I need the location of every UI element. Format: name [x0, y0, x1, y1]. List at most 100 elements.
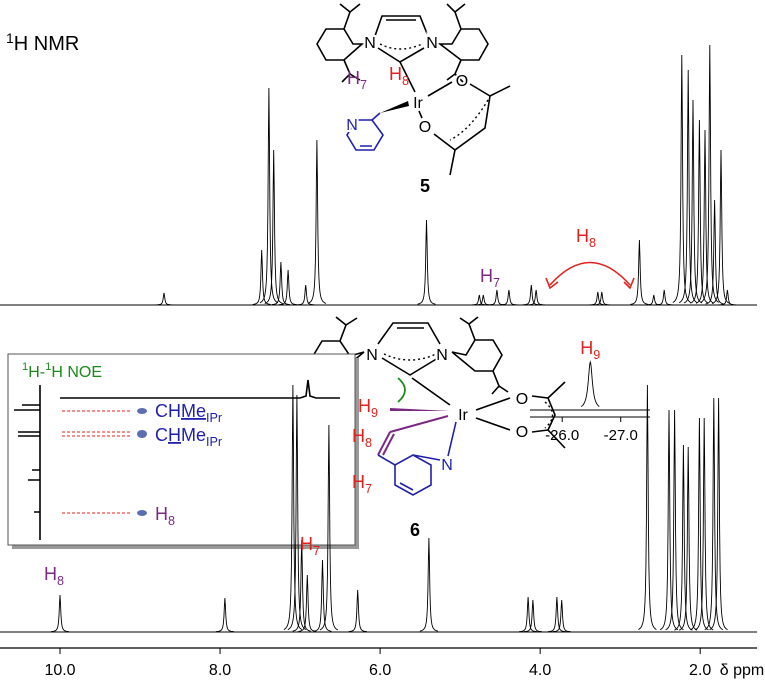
atom-label: N — [346, 117, 358, 134]
peak — [705, 199, 724, 305]
label-part: H — [44, 564, 57, 584]
label: H7 — [480, 266, 500, 290]
label: CHMeIPr — [155, 401, 222, 425]
label: H8 — [44, 564, 64, 588]
label: H8 — [576, 226, 596, 250]
atom-label: O — [516, 424, 528, 441]
peak — [674, 444, 693, 631]
x-tick-label: 8.0 — [209, 662, 231, 679]
peak — [655, 289, 674, 306]
peak — [711, 149, 731, 304]
label-part: H NMR — [14, 33, 80, 55]
peak — [271, 261, 290, 306]
label-part: H- — [28, 364, 45, 381]
f1-trace — [14, 385, 41, 540]
label-part: 8 — [57, 574, 64, 588]
arrow-head — [545, 277, 635, 290]
inset-peak — [581, 360, 600, 407]
peak — [417, 219, 436, 305]
label-part: H — [576, 226, 589, 246]
peak — [638, 384, 657, 630]
peak — [718, 289, 737, 306]
label-part: 1 — [22, 361, 28, 373]
label: H8 — [389, 64, 409, 88]
atom-label: O — [516, 391, 528, 408]
peak — [700, 44, 720, 303]
label-part: H — [155, 504, 168, 524]
peak — [419, 537, 438, 632]
label-part: H — [300, 534, 313, 554]
aryl-right — [451, 316, 509, 395]
f2-trace — [60, 379, 340, 399]
label-part: 7 — [313, 544, 320, 558]
label: 1H-1H NOE — [22, 361, 102, 381]
atom-label: N — [364, 35, 376, 52]
peak — [547, 596, 566, 633]
label: 1H NMR — [6, 30, 79, 55]
atom-label: O — [456, 73, 468, 90]
peak — [523, 599, 542, 633]
delocalization — [379, 43, 423, 50]
label: H9 — [580, 338, 600, 362]
peak — [552, 599, 571, 633]
label-part: 1 — [6, 30, 14, 46]
label-part: H — [347, 68, 360, 88]
aryl-right — [437, 3, 489, 83]
atom-label: N — [426, 35, 438, 52]
peak — [252, 249, 271, 305]
x-tick-label: 10.0 — [44, 662, 75, 679]
label-part: 8 — [402, 74, 409, 88]
n-ir-bond — [447, 421, 457, 457]
label-part: Me — [181, 401, 206, 421]
peak — [283, 384, 303, 630]
peak — [592, 291, 611, 306]
label: H7 — [352, 472, 372, 496]
aryl-left — [316, 3, 365, 83]
carbene-bonds — [381, 357, 451, 406]
peak — [644, 294, 663, 306]
noe-crosspeak — [137, 408, 147, 414]
label-part: CH — [155, 401, 181, 421]
x-tick-label: 4.0 — [529, 662, 551, 679]
atom-label: N — [441, 457, 453, 474]
x-tick-label: 6.0 — [369, 662, 391, 679]
peak — [678, 446, 698, 631]
peak — [499, 289, 518, 306]
compound-number: 5 — [420, 176, 430, 196]
label-part: H — [580, 338, 593, 358]
peak — [630, 239, 649, 305]
label-part: 7 — [365, 482, 372, 496]
peak — [298, 574, 317, 632]
noe-crosspeak — [137, 430, 147, 438]
label-part: 8 — [168, 514, 175, 528]
wedge — [380, 101, 409, 113]
peak — [296, 284, 315, 306]
delocalization — [383, 353, 437, 361]
peak — [704, 397, 724, 631]
peak — [659, 409, 679, 631]
peak — [487, 289, 506, 306]
peak — [319, 424, 339, 631]
pyridine — [346, 112, 384, 151]
peak — [690, 119, 709, 304]
label-part: C — [155, 425, 168, 445]
compound-number: 6 — [410, 520, 420, 540]
label: H8 — [155, 504, 175, 528]
atom-label: Ir — [458, 407, 468, 424]
peak — [313, 559, 332, 632]
atom-label: Ir — [413, 95, 423, 112]
label-part: H — [352, 472, 365, 492]
label-part: IPr — [206, 435, 222, 449]
peak — [279, 269, 298, 306]
aryl-left — [312, 316, 365, 396]
x-axis-label: δ ppm — [720, 662, 764, 679]
peak — [527, 289, 546, 306]
label-part: H — [352, 426, 365, 446]
imidazole — [374, 15, 429, 37]
label-part: 7 — [360, 78, 367, 92]
atom-label: O — [419, 119, 431, 136]
peak — [665, 409, 684, 631]
inset-tick-label: -27.0 — [604, 427, 638, 444]
peak — [307, 139, 327, 304]
